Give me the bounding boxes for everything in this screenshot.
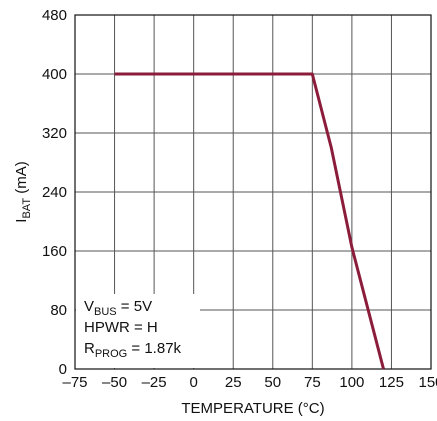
x-tick-label: 0	[189, 374, 197, 391]
y-tick-label: 480	[42, 7, 67, 24]
y-tick-label: 320	[42, 125, 67, 142]
series-group	[114, 72, 385, 370]
x-tick-label: 50	[264, 374, 281, 391]
x-tick-label: –75	[62, 374, 87, 391]
annotation-line: VBUS = 5V	[84, 298, 152, 318]
y-tick-label: 80	[50, 302, 67, 319]
series-line	[114, 72, 385, 370]
x-tick-label: 150	[418, 374, 437, 391]
x-tick-label: –25	[142, 374, 167, 391]
y-tick-label: 160	[42, 243, 67, 260]
x-axis-label: TEMPERATURE (°C)	[181, 400, 324, 417]
x-tick-label: 100	[339, 374, 364, 391]
x-tick-labels: –75 –50 –25 0 25 50 75 100 125 150	[62, 374, 437, 391]
y-tick-label: 0	[59, 361, 67, 378]
annotation-line: HPWR = H	[84, 319, 158, 336]
x-tick-label: –50	[102, 374, 127, 391]
annotation-line: RPROG = 1.87k	[84, 340, 182, 360]
y-tick-label: 240	[42, 184, 67, 201]
y-tick-label: 400	[42, 66, 67, 83]
y-axis-label-main: I	[13, 219, 30, 223]
plot-frame	[74, 14, 432, 370]
y-axis-label: IBAT (mA)	[13, 161, 33, 222]
y-tick-labels: 0 80 160 240 320 400 480	[42, 7, 67, 378]
x-tick-label: 125	[379, 374, 404, 391]
x-tick-label: 25	[225, 374, 242, 391]
y-axis-label-tail: (mA)	[13, 161, 30, 198]
y-axis-label-sub: BAT	[21, 198, 33, 219]
x-tick-label: 75	[304, 374, 321, 391]
annotation-box	[76, 294, 200, 368]
